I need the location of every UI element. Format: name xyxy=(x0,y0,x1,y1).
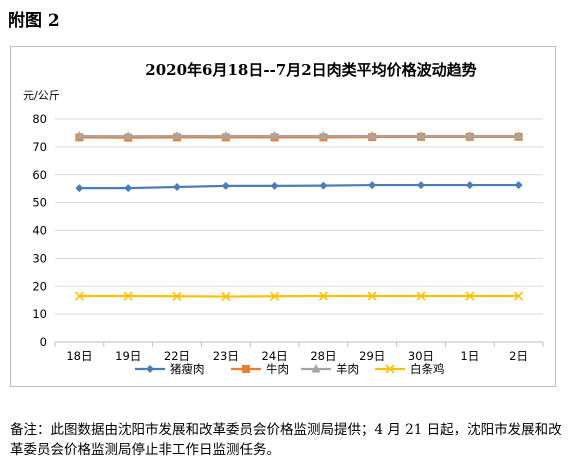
x-tick-label: 18日 xyxy=(66,349,92,363)
data-point xyxy=(318,291,328,301)
data-point xyxy=(368,181,377,190)
data-point xyxy=(74,131,84,140)
data-point xyxy=(465,131,475,140)
x-tick-label: 28日 xyxy=(310,349,336,363)
data-point xyxy=(242,365,250,373)
data-point xyxy=(319,181,328,190)
data-point xyxy=(416,291,426,301)
data-point xyxy=(311,364,321,373)
data-point xyxy=(367,291,377,301)
figure-label: 附图 2 xyxy=(8,11,60,31)
data-point xyxy=(221,291,231,302)
x-tick-label: 19日 xyxy=(115,349,141,363)
y-tick-labels: 0 10 20 30 40 50 60 70 80 xyxy=(32,112,47,349)
line-chart: 2020年6月18日--7月2日肉类平均价格波动趋势 元/公斤 0 10 20 30 4… xyxy=(23,61,544,376)
x-tick-label: 22日 xyxy=(164,349,190,363)
y-axis-unit-label: 元/公斤 xyxy=(23,89,60,102)
data-point xyxy=(172,131,182,140)
series xyxy=(75,181,523,193)
data-point xyxy=(514,181,523,190)
x-tick-label: 1日 xyxy=(460,349,479,363)
data-point xyxy=(124,184,133,193)
gridlines xyxy=(55,118,543,343)
x-tick-label: 24日 xyxy=(262,349,288,363)
legend-label: 羊肉 xyxy=(336,362,359,376)
y-tick-label: 10 xyxy=(32,307,47,321)
x-tick-label: 30日 xyxy=(408,349,434,363)
data-point xyxy=(270,181,279,190)
data-point xyxy=(173,183,181,192)
data-point xyxy=(172,291,182,301)
y-tick-label: 50 xyxy=(32,196,47,210)
series-line xyxy=(79,294,519,298)
y-tick-label: 60 xyxy=(32,168,47,182)
legend-label: 白条鸡 xyxy=(410,362,445,376)
y-tick-label: 80 xyxy=(32,112,47,126)
data-point xyxy=(270,291,280,301)
data-point xyxy=(367,131,377,140)
data-point xyxy=(465,181,474,190)
legend-item: 牛肉 xyxy=(231,362,289,376)
footnote: 备注：此图数据由沈阳市发展和改革委员会价格监测局提供；4 月 21 日起，沈阳市… xyxy=(10,422,562,458)
legend-item: 猪瘦肉 xyxy=(135,362,205,376)
data-point xyxy=(270,131,280,140)
legend-label: 牛肉 xyxy=(266,362,289,376)
chart-title: 2020年6月18日--7月2日肉类平均价格波动趋势 xyxy=(145,61,476,79)
data-point xyxy=(465,291,475,301)
data-point xyxy=(417,181,425,190)
data-point xyxy=(514,291,524,301)
series-line xyxy=(79,183,519,190)
legend-label: 猪瘦肉 xyxy=(170,362,205,376)
data-point xyxy=(318,131,328,140)
series xyxy=(74,291,524,302)
data-point xyxy=(221,131,231,140)
data-point xyxy=(123,131,133,140)
x-tick-label: 23日 xyxy=(213,349,239,363)
series-group xyxy=(74,131,524,302)
legend-item: 白条鸡 xyxy=(375,362,445,376)
x-tick-label: 2日 xyxy=(509,349,528,363)
data-point xyxy=(385,364,395,374)
y-tick-label: 70 xyxy=(32,140,47,154)
data-point xyxy=(416,131,426,140)
legend: 猪瘦肉 牛肉 羊肉 白条鸡 xyxy=(135,362,445,376)
data-point xyxy=(221,181,230,190)
series xyxy=(74,131,524,140)
data-point xyxy=(74,291,84,301)
data-point xyxy=(146,365,154,373)
y-tick-label: 40 xyxy=(32,224,47,238)
legend-item: 羊肉 xyxy=(301,362,359,376)
data-point xyxy=(75,184,84,193)
data-point xyxy=(123,291,133,301)
chart-frame: 2020年6月18日--7月2日肉类平均价格波动趋势 元/公斤 0 10 20 30 4… xyxy=(10,46,556,387)
y-tick-label: 30 xyxy=(32,251,47,265)
y-tick-label: 0 xyxy=(40,335,47,349)
y-tick-label: 20 xyxy=(32,279,47,293)
x-tick-label: 29日 xyxy=(359,349,385,363)
data-point xyxy=(514,131,524,140)
x-axis: 18日 19日 22日 23日 24日 28日 29日 30日 1日 2日 xyxy=(54,341,544,363)
